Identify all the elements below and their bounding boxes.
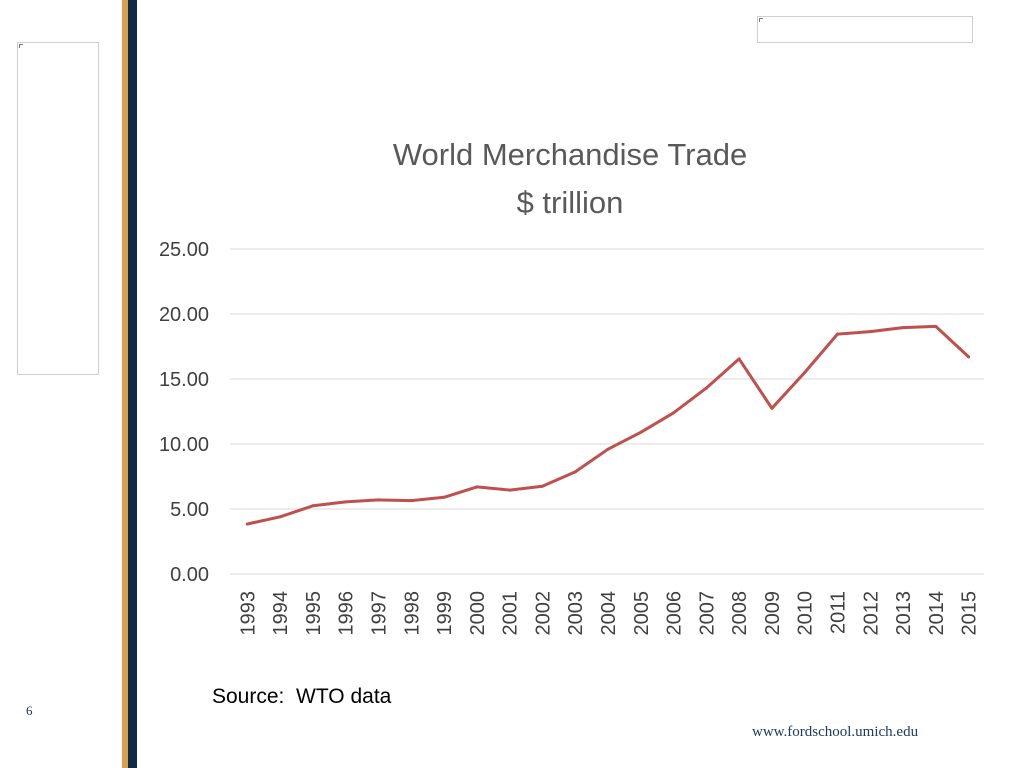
placeholder-corner-icon xyxy=(19,44,23,48)
data-point xyxy=(475,485,479,489)
x-tick-label: 1999 xyxy=(434,591,456,636)
data-point xyxy=(278,515,282,519)
data-point xyxy=(770,406,774,410)
y-tick-label: 20.00 xyxy=(159,304,209,326)
data-point xyxy=(540,484,544,488)
y-tick-label: 5.00 xyxy=(170,499,209,521)
y-tick-label: 10.00 xyxy=(159,434,209,456)
x-tick-label: 2014 xyxy=(926,591,948,636)
x-tick-label: 2011 xyxy=(827,591,849,634)
chart-title-line-2: $ trillion xyxy=(517,185,624,220)
data-point xyxy=(377,498,381,502)
x-tick-label: 2009 xyxy=(762,591,784,636)
data-point xyxy=(245,522,249,526)
x-tick-label: 1996 xyxy=(336,591,358,636)
y-tick-label: 0.00 xyxy=(170,564,209,586)
series-line-0 xyxy=(245,324,971,526)
x-tick-label: 1993 xyxy=(237,591,259,636)
x-tick-label: 2005 xyxy=(631,591,653,636)
data-point xyxy=(672,411,676,415)
data-point xyxy=(442,495,446,499)
x-tick-label: 2003 xyxy=(565,591,587,636)
data-point xyxy=(803,371,807,374)
x-tick-label: 1994 xyxy=(270,591,292,636)
chart-title: World Merchandise Trade $ trillion xyxy=(393,137,747,220)
series-group xyxy=(245,324,971,526)
chart-title-line-1: World Merchandise Trade xyxy=(393,137,747,172)
data-point xyxy=(967,355,971,359)
x-tick-label: 2004 xyxy=(598,591,620,636)
x-tick-label: 2002 xyxy=(532,591,554,636)
x-tick-label: 1997 xyxy=(369,591,391,636)
data-point xyxy=(835,332,839,336)
data-point xyxy=(573,470,577,474)
x-tick-label: 2008 xyxy=(729,591,751,636)
image-placeholder-right xyxy=(757,16,973,43)
image-placeholder-left xyxy=(17,42,99,375)
data-point xyxy=(704,386,708,390)
page-number: 6 xyxy=(26,703,33,718)
y-tick-label: 25.00 xyxy=(159,239,209,261)
y-tick-label: 15.00 xyxy=(159,369,209,391)
gold-stripe xyxy=(122,0,128,768)
data-point xyxy=(606,447,610,451)
data-point xyxy=(508,488,512,492)
gridlines xyxy=(230,248,984,575)
x-tick-label: 1998 xyxy=(401,591,423,636)
data-point xyxy=(344,500,348,504)
source-note: Source: WTO data xyxy=(212,685,392,708)
x-tick-label: 2013 xyxy=(893,591,915,636)
data-point xyxy=(868,330,872,334)
x-tick-label: 1995 xyxy=(303,591,325,636)
footer-url-link[interactable]: www.fordschool.umich.edu xyxy=(752,724,919,740)
x-tick-label: 2012 xyxy=(860,591,882,636)
data-point xyxy=(901,326,905,330)
x-tick-label: 2006 xyxy=(664,591,686,636)
y-axis-ticks: 0.00 5.00 10.00 15.00 20.00 25.00 xyxy=(159,239,209,586)
x-tick-label: 2001 xyxy=(500,591,522,636)
data-point xyxy=(409,499,413,503)
navy-stripe xyxy=(128,0,137,768)
x-tick-label: 2000 xyxy=(467,591,489,636)
x-tick-label: 2015 xyxy=(959,591,981,636)
placeholder-corner-icon xyxy=(759,18,763,22)
x-tick-label: 2010 xyxy=(795,591,817,636)
data-point xyxy=(737,357,741,361)
x-axis-ticks: 1993 1994 1995 1996 1997 1998 1999 2000 2001 2002… xyxy=(237,591,980,636)
data-point xyxy=(311,504,315,508)
data-point xyxy=(934,324,938,328)
data-point xyxy=(639,430,643,434)
x-tick-label: 2007 xyxy=(696,591,718,636)
